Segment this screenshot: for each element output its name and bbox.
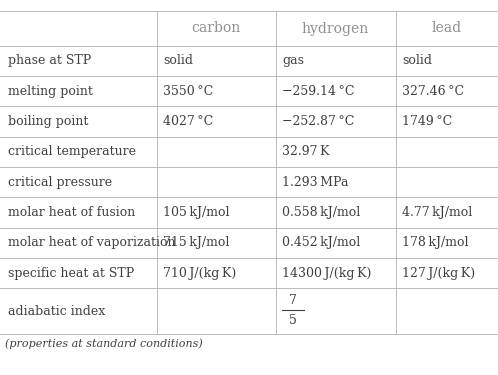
Text: critical pressure: critical pressure [8,176,113,189]
Text: 0.558 kJ/mol: 0.558 kJ/mol [282,206,361,219]
Text: solid: solid [163,54,193,68]
Text: 5: 5 [289,314,297,327]
Text: molar heat of vaporization: molar heat of vaporization [8,236,176,249]
Text: 0.452 kJ/mol: 0.452 kJ/mol [282,236,361,249]
Text: 178 kJ/mol: 178 kJ/mol [402,236,469,249]
Text: (properties at standard conditions): (properties at standard conditions) [5,339,203,350]
Text: 105 kJ/mol: 105 kJ/mol [163,206,230,219]
Text: critical temperature: critical temperature [8,146,136,158]
Text: 327.46 °C: 327.46 °C [402,85,464,98]
Text: −259.14 °C: −259.14 °C [282,85,355,98]
Text: solid: solid [402,54,432,68]
Text: 14300 J/(kg K): 14300 J/(kg K) [282,267,372,280]
Text: molar heat of fusion: molar heat of fusion [8,206,136,219]
Text: 7: 7 [289,294,297,307]
Text: melting point: melting point [8,85,93,98]
Text: carbon: carbon [191,21,240,36]
Text: −252.87 °C: −252.87 °C [282,115,355,128]
Text: lead: lead [432,21,462,36]
Text: phase at STP: phase at STP [8,54,92,68]
Text: 32.97 K: 32.97 K [282,146,330,158]
Text: 1.293 MPa: 1.293 MPa [282,176,349,189]
Text: 715 kJ/mol: 715 kJ/mol [163,236,229,249]
Text: specific heat at STP: specific heat at STP [8,267,135,280]
Text: boiling point: boiling point [8,115,89,128]
Text: adiabatic index: adiabatic index [8,304,106,318]
Text: 4.77 kJ/mol: 4.77 kJ/mol [402,206,472,219]
Text: 3550 °C: 3550 °C [163,85,213,98]
Text: 4027 °C: 4027 °C [163,115,213,128]
Text: gas: gas [282,54,304,68]
Text: 710 J/(kg K): 710 J/(kg K) [163,267,236,280]
Text: hydrogen: hydrogen [301,21,369,36]
Text: 127 J/(kg K): 127 J/(kg K) [402,267,475,280]
Text: 1749 °C: 1749 °C [402,115,452,128]
